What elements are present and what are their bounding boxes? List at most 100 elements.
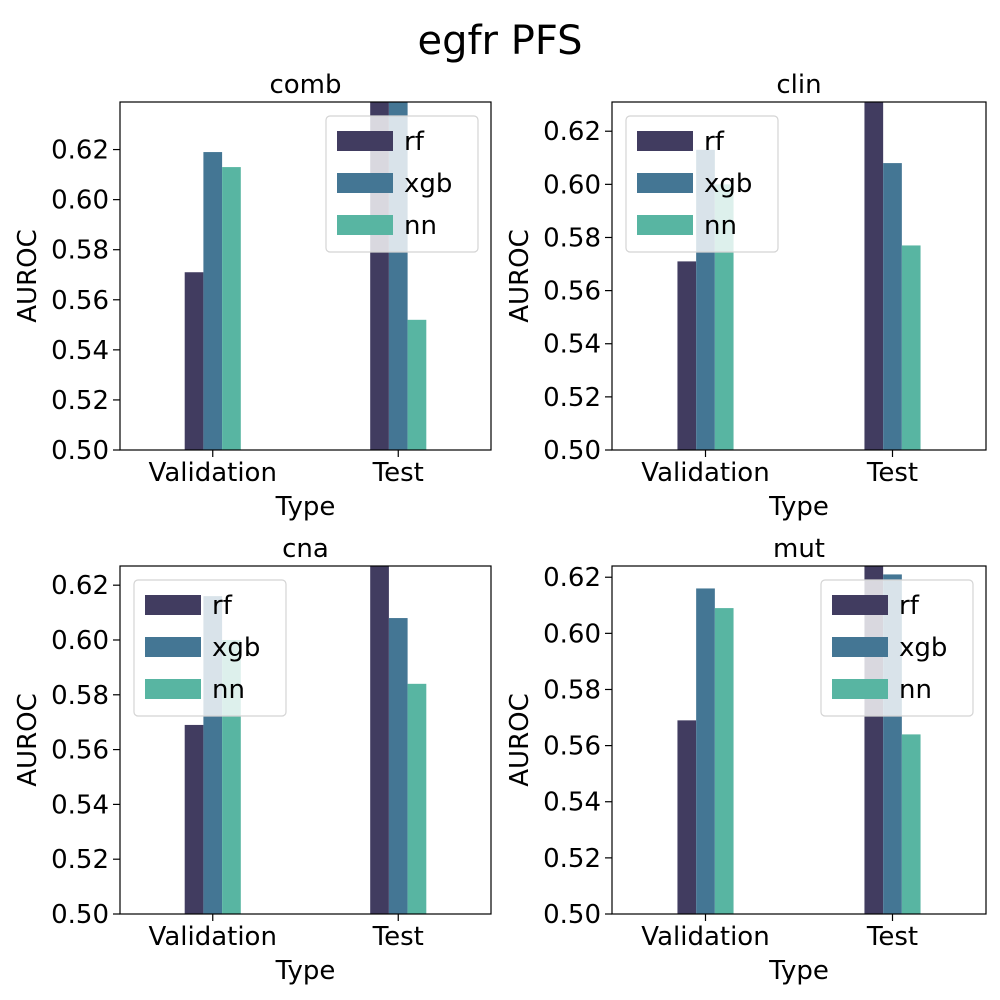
x-tick-label: Validation	[641, 458, 769, 488]
bar-cna-nn-test	[407, 683, 427, 914]
legend-label-xgb: xgb	[899, 633, 947, 663]
panel-title: cna	[282, 534, 329, 564]
y-tick-label: 0.54	[51, 790, 109, 820]
bar-clin-rf-test	[864, 102, 884, 450]
x-tick-label: Test	[372, 458, 424, 488]
y-tick-label: 0.58	[51, 681, 109, 711]
y-tick-label: 0.52	[51, 845, 109, 875]
legend-swatch-rf	[145, 595, 201, 615]
x-axis-label: Type	[768, 956, 829, 986]
legend-swatch-rf	[637, 131, 693, 151]
panel-title: clin	[776, 70, 821, 100]
bar-comb-nn-validation	[222, 167, 241, 450]
legend-swatch-nn	[637, 215, 693, 235]
legend-label-xgb: xgb	[704, 169, 752, 199]
x-tick-label: Validation	[149, 458, 277, 488]
y-tick-label: 0.60	[51, 186, 109, 216]
figure-title: egfr PFS	[417, 18, 582, 64]
plot-frame	[119, 565, 492, 915]
panel-title: mut	[773, 534, 825, 564]
y-tick-label: 0.58	[543, 675, 601, 705]
plot-frame	[611, 565, 987, 915]
x-tick-label: Validation	[149, 922, 277, 952]
y-tick-label: 0.62	[543, 563, 601, 593]
legend-label-rf: rf	[404, 127, 425, 157]
panel-title: comb	[269, 70, 341, 100]
legend: rf xgb nn	[325, 115, 479, 253]
y-tick-label: 0.56	[543, 732, 601, 762]
panel-clin: 0.50 0.52 0.54 0.56 0.58 0.60 0.62 Validation Te…	[505, 70, 987, 522]
plot-frame	[611, 101, 987, 451]
y-tick-label: 0.58	[51, 236, 109, 266]
legend-label-rf: rf	[212, 591, 233, 621]
y-tick-label: 0.54	[51, 336, 109, 366]
legend-swatch-rf	[832, 595, 888, 615]
panels: 0.50 0.52 0.54 0.56 0.58 0.60 0.62 Validation Te…	[13, 70, 987, 986]
y-tick-label: 0.56	[543, 277, 601, 307]
y-tick-label: 0.50	[543, 900, 601, 930]
legend-label-nn: nn	[212, 675, 245, 705]
legend-swatch-xgb	[145, 637, 201, 657]
legend-label-nn: nn	[899, 675, 932, 705]
y-tick-label: 0.60	[543, 170, 601, 200]
bar-comb-nn-test	[407, 319, 427, 450]
x-tick-label: Test	[866, 458, 918, 488]
legend: rf xgb nn	[625, 115, 779, 253]
panel-cna: 0.50 0.52 0.54 0.56 0.58 0.60 0.62 Validation Te…	[13, 534, 492, 986]
y-tick-label: 0.56	[51, 736, 109, 766]
y-tick-label: 0.52	[51, 386, 109, 416]
y-tick-label: 0.54	[543, 330, 601, 360]
legend-label-xgb: xgb	[404, 169, 452, 199]
x-axis-label: Type	[768, 492, 829, 522]
y-tick-label: 0.50	[543, 436, 601, 466]
bars-clin	[677, 102, 921, 450]
y-tick-label: 0.50	[51, 436, 109, 466]
legend-swatch-xgb	[832, 637, 888, 657]
legend-swatch-xgb	[637, 173, 693, 193]
bar-clin-xgb-test	[883, 163, 902, 450]
y-tick-label: 0.62	[51, 136, 109, 166]
y-tick-label: 0.56	[51, 286, 109, 316]
bar-mut-nn-validation	[714, 608, 734, 914]
x-tick-label: Test	[372, 922, 424, 952]
legend: rf xgb nn	[820, 579, 974, 717]
y-tick-label: 0.60	[543, 619, 601, 649]
bar-mut-nn-test	[901, 734, 921, 914]
plot-frame	[119, 101, 492, 451]
legend-swatch-nn	[145, 679, 201, 699]
legend-swatch-nn	[337, 215, 393, 235]
bar-comb-xgb-validation	[203, 152, 223, 450]
x-axis-label: Type	[275, 492, 336, 522]
y-tick-label: 0.52	[543, 383, 601, 413]
y-tick-label: 0.62	[543, 117, 601, 147]
y-axis-label: AUROC	[505, 693, 535, 787]
panel-mut: 0.50 0.52 0.54 0.56 0.58 0.60 0.62 Validation Te…	[505, 534, 987, 986]
panel-comb: 0.50 0.52 0.54 0.56 0.58 0.60 0.62 Validation Te…	[13, 70, 492, 522]
bar-cna-rf-test	[370, 566, 389, 914]
y-tick-label: 0.50	[51, 900, 109, 930]
bar-mut-xgb-validation	[696, 588, 715, 914]
legend-swatch-xgb	[337, 173, 393, 193]
bar-mut-rf-validation	[677, 720, 697, 914]
legend-label-rf: rf	[704, 127, 725, 157]
legend-label-nn: nn	[404, 211, 437, 241]
legend: rf xgb nn	[133, 579, 287, 717]
x-axis-label: Type	[275, 956, 336, 986]
y-tick-label: 0.62	[51, 571, 109, 601]
legend-label-xgb: xgb	[212, 633, 260, 663]
y-tick-label: 0.58	[543, 223, 601, 253]
y-axis-label: AUROC	[13, 693, 43, 787]
y-tick-label: 0.60	[51, 626, 109, 656]
y-axis-label: AUROC	[13, 229, 43, 323]
x-tick-label: Test	[866, 922, 918, 952]
bar-cna-rf-validation	[184, 724, 204, 914]
y-tick-label: 0.52	[543, 844, 601, 874]
legend-swatch-nn	[832, 679, 888, 699]
legend-label-nn: nn	[704, 211, 737, 241]
bar-comb-rf-validation	[184, 272, 204, 450]
legend-label-rf: rf	[899, 591, 920, 621]
bar-clin-rf-validation	[677, 261, 697, 450]
legend-swatch-rf	[337, 131, 393, 151]
bar-clin-nn-test	[901, 245, 921, 450]
